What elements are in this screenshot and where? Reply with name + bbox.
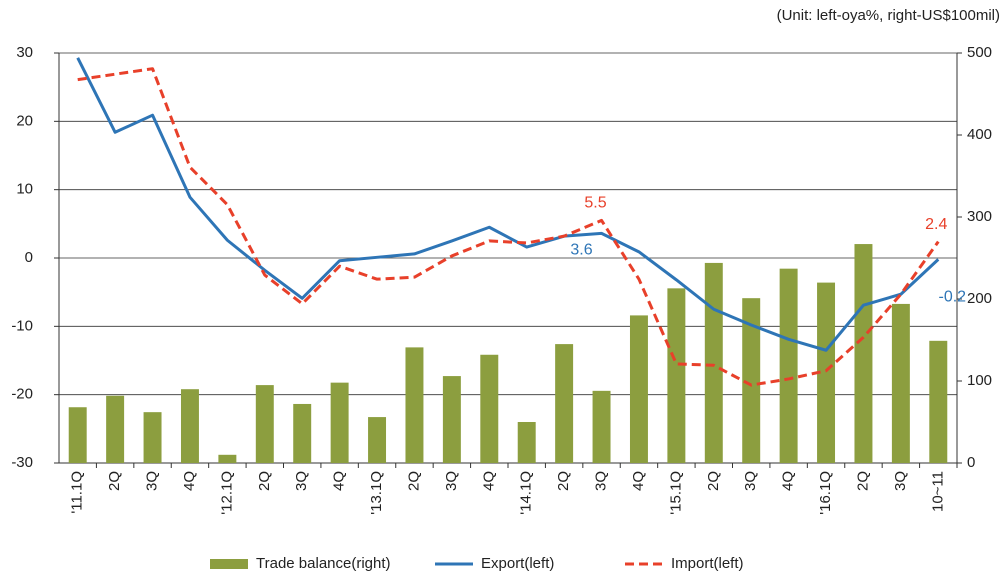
x-tick-label: 2Q bbox=[106, 471, 123, 491]
bar bbox=[106, 395, 125, 463]
x-tick-label: '13.1Q bbox=[368, 471, 385, 515]
x-tick-label: 2Q bbox=[256, 471, 273, 491]
bar bbox=[218, 454, 237, 463]
line bbox=[77, 67, 940, 387]
x-tick-label: 4Q bbox=[181, 471, 198, 491]
bar bbox=[293, 403, 312, 463]
bar bbox=[442, 376, 461, 463]
x-tick-label: 3Q bbox=[293, 471, 310, 491]
legend-label: Export(left) bbox=[481, 555, 554, 572]
y-tick-label: 20 bbox=[16, 112, 33, 129]
bar bbox=[405, 347, 424, 463]
y-tick-label: 10 bbox=[16, 181, 33, 198]
chart-subtitle: (Unit: left-oya%, right-US$100mil) bbox=[777, 7, 1000, 24]
legend-label: Import(left) bbox=[671, 555, 744, 572]
x-tick-label: '12.1Q bbox=[218, 471, 235, 515]
x-tick-label: 2Q bbox=[854, 471, 871, 491]
bar bbox=[180, 389, 199, 463]
bar bbox=[704, 262, 723, 463]
bar bbox=[742, 298, 761, 463]
x-tick-label: 3Q bbox=[443, 471, 460, 491]
data-label: -0.2 bbox=[939, 289, 967, 306]
x-tick-label: 4Q bbox=[331, 471, 348, 491]
x-tick-label: '15.1Q bbox=[667, 471, 684, 515]
bar bbox=[480, 354, 499, 463]
y2-tick-label: 200 bbox=[967, 290, 992, 307]
line bbox=[76, 57, 940, 352]
bar bbox=[817, 282, 836, 463]
x-tick-label: '14.1Q bbox=[518, 471, 535, 515]
data-label: 3.6 bbox=[570, 242, 592, 259]
x-tick-label: 2Q bbox=[405, 471, 422, 491]
x-tick-label: 3Q bbox=[892, 471, 909, 491]
bar bbox=[143, 412, 162, 463]
x-tick-label: 2Q bbox=[705, 471, 722, 491]
bar bbox=[517, 422, 536, 463]
bar bbox=[592, 390, 611, 463]
y-tick-label: 0 bbox=[25, 249, 33, 266]
x-tick-label: 2Q bbox=[555, 471, 572, 491]
x-tick-label: 3Q bbox=[742, 471, 759, 491]
bar bbox=[330, 382, 349, 463]
data-label: 2.4 bbox=[925, 216, 947, 233]
data-label: 5.5 bbox=[584, 195, 606, 212]
y2-tick-label: 100 bbox=[967, 372, 992, 389]
bar bbox=[667, 288, 686, 463]
y2-tick-label: 300 bbox=[967, 208, 992, 225]
bar bbox=[629, 315, 648, 463]
y2-tick-label: 500 bbox=[967, 44, 992, 61]
x-tick-label: 3Q bbox=[593, 471, 610, 491]
x-tick-label: 10~11 bbox=[929, 471, 946, 512]
x-tick-label: 3Q bbox=[144, 471, 161, 491]
x-tick-label: 4Q bbox=[630, 471, 647, 491]
x-tick-label: '16.1Q bbox=[817, 471, 834, 515]
y-tick-label: -30 bbox=[11, 454, 33, 471]
y-tick-label: 30 bbox=[16, 44, 33, 61]
y-tick-label: -10 bbox=[11, 317, 33, 334]
x-tick-label: 4Q bbox=[780, 471, 797, 491]
x-tick-label: 4Q bbox=[480, 471, 497, 491]
bar bbox=[68, 407, 87, 463]
bar bbox=[555, 344, 574, 463]
bar bbox=[891, 303, 910, 463]
bar bbox=[779, 268, 798, 463]
legend-label: Trade balance(right) bbox=[256, 555, 391, 572]
x-tick-label: '11.1Q bbox=[69, 471, 86, 514]
y-tick-label: -20 bbox=[11, 386, 33, 403]
y2-tick-label: 0 bbox=[967, 454, 975, 471]
bar bbox=[255, 385, 274, 463]
legend-swatch bbox=[210, 559, 248, 569]
y2-tick-label: 400 bbox=[967, 126, 992, 143]
bar bbox=[854, 244, 873, 463]
bar bbox=[368, 417, 387, 463]
bar bbox=[929, 340, 948, 463]
